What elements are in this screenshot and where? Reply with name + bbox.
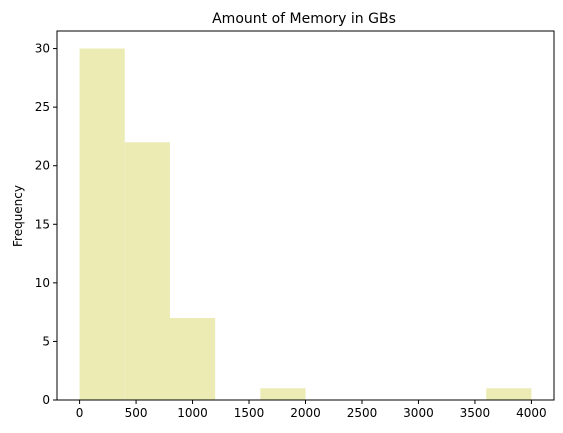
y-axis-label: Frequency <box>11 185 25 247</box>
y-tick-label: 5 <box>42 334 50 348</box>
histogram-bar <box>79 48 125 400</box>
histogram-bar <box>124 142 170 401</box>
x-tick-label: 3500 <box>460 406 491 420</box>
x-tick-label: 1000 <box>177 406 208 420</box>
x-tick-label: 3000 <box>403 406 434 420</box>
plot-frame <box>56 30 555 401</box>
x-tick-label: 2500 <box>347 406 378 420</box>
histogram-bar <box>486 388 532 400</box>
histogram-bar <box>169 318 216 400</box>
chart-title: Amount of Memory in GBs <box>212 11 396 27</box>
y-axis-ticks: 0 5 10 15 20 25 30 <box>35 42 57 407</box>
x-axis-ticks: 0 500 1000 1500 2000 2500 3000 3500 4000 <box>76 400 547 420</box>
y-tick-label: 20 <box>35 159 50 173</box>
bars-group <box>79 48 532 401</box>
y-tick-label: 25 <box>35 100 50 114</box>
x-tick-label: 4000 <box>516 406 547 420</box>
y-tick-label: 30 <box>35 42 50 56</box>
y-tick-label: 10 <box>35 276 50 290</box>
y-tick-label: 0 <box>42 393 50 407</box>
x-tick-label: 0 <box>76 406 84 420</box>
x-tick-label: 500 <box>125 406 148 420</box>
x-tick-label: 1500 <box>234 406 265 420</box>
y-tick-label: 15 <box>35 217 50 231</box>
histogram-bar <box>260 388 306 400</box>
x-tick-label: 2000 <box>290 406 321 420</box>
